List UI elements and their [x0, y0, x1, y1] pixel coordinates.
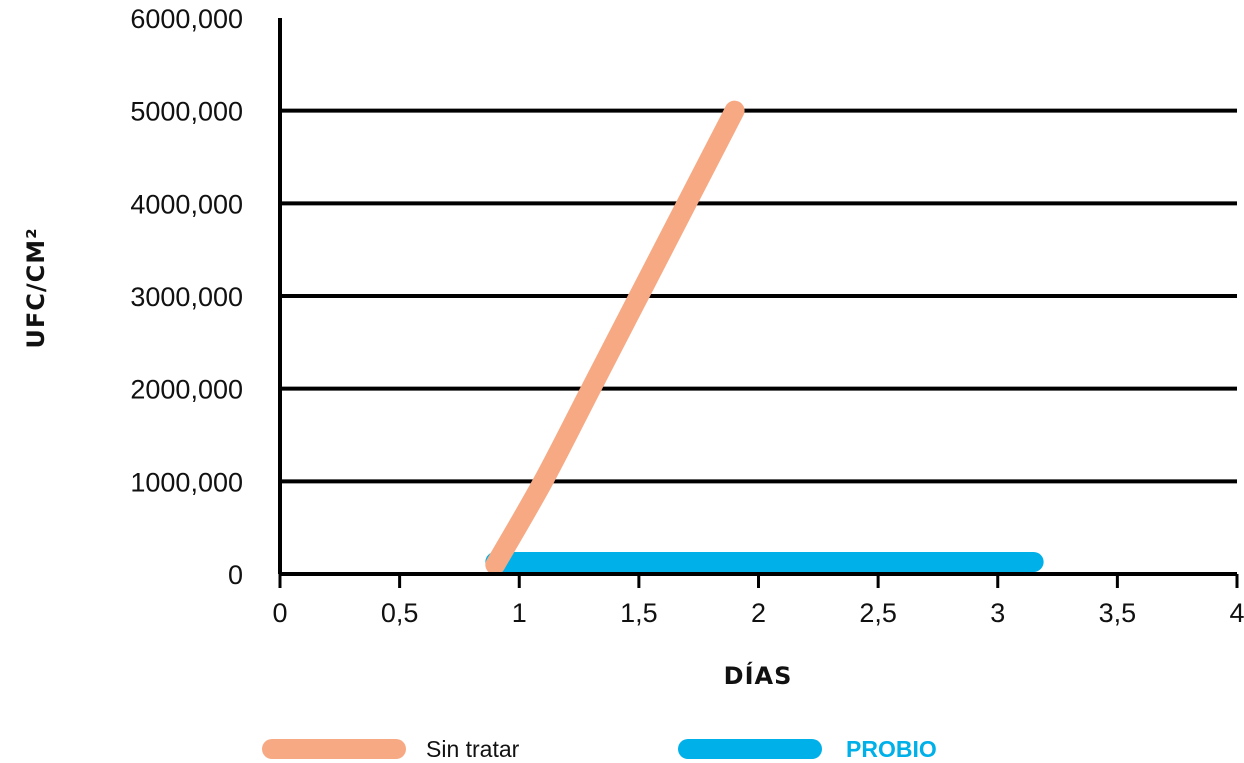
x-axis-title: DÍAS: [724, 661, 793, 690]
y-axis-title: UFC/CM²: [22, 227, 50, 348]
legend: Sin tratar PROBIO: [262, 736, 937, 762]
y-tick-label: 0: [228, 560, 243, 590]
y-tick-label: 6000,000: [130, 4, 243, 34]
legend-label: PROBIO: [846, 736, 937, 762]
y-tick-label: 2000,000: [130, 375, 243, 405]
x-tick-label: 2: [751, 598, 766, 628]
x-tick-label: 3,5: [1099, 598, 1137, 628]
axes: [278, 18, 1239, 588]
legend-label: Sin tratar: [426, 736, 520, 762]
x-tick-label: 0,5: [381, 598, 419, 628]
x-tick-label: 4: [1229, 598, 1244, 628]
y-tick-label: 1000,000: [130, 467, 243, 497]
x-tick-label: 2,5: [859, 598, 897, 628]
series-layer: [485, 100, 1044, 575]
series-line-sin-tratar: [485, 100, 745, 575]
gridlines: [280, 108, 1237, 484]
tick-labels: 0 0,5 1 1,5 2 2,5 3 3,5 4 0 1000,000 2000,000 3000,0…: [130, 4, 1244, 628]
y-tick-label: 4000,000: [130, 189, 243, 219]
x-tick-label: 0: [272, 598, 287, 628]
x-tick-label: 1,5: [620, 598, 658, 628]
y-tick-label: 5000,000: [130, 97, 243, 127]
x-tick-label: 3: [990, 598, 1005, 628]
y-tick-label: 3000,000: [130, 282, 243, 312]
x-tick-label: 1: [512, 598, 527, 628]
